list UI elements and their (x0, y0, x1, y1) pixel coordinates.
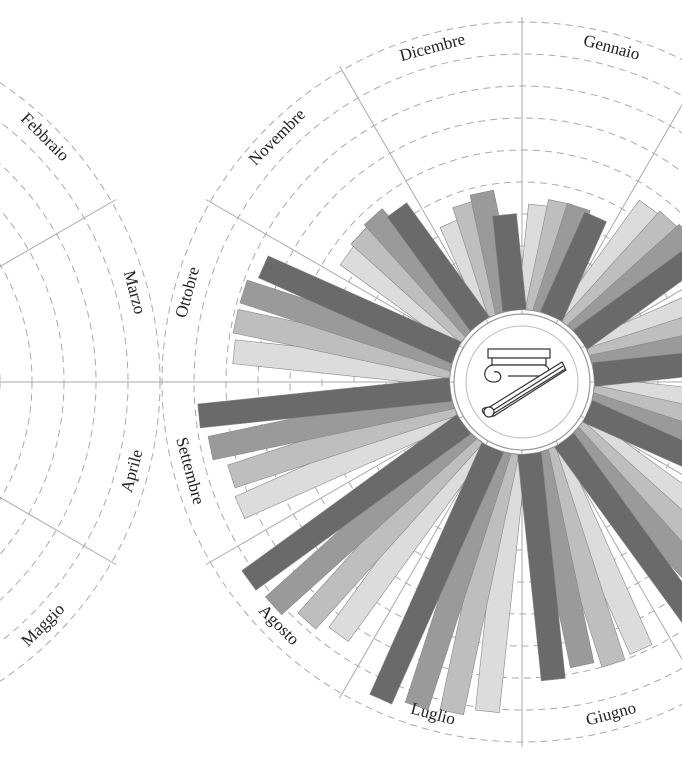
sector-line (0, 496, 117, 565)
bar (517, 452, 566, 682)
bar (572, 243, 682, 350)
bar (241, 414, 472, 591)
month-label: Febbraio (17, 109, 73, 165)
bar (258, 255, 462, 365)
month-label: Settembre (172, 435, 208, 506)
bar (197, 377, 452, 429)
bar (554, 432, 682, 658)
month-label: Marzo (120, 268, 150, 316)
hub-inner (465, 325, 579, 439)
bar (592, 341, 682, 387)
month-label: Novembre (245, 105, 309, 169)
bar (586, 392, 682, 488)
capital-icon (481, 348, 567, 418)
bar (386, 202, 490, 332)
bar (592, 377, 682, 425)
bar-layer (197, 189, 682, 716)
bar (539, 211, 607, 322)
bar (589, 384, 682, 456)
bar (369, 442, 505, 705)
hub (453, 313, 591, 451)
bar (582, 399, 682, 518)
month-label: Maggio (17, 599, 68, 650)
month-label: Ottobre (171, 265, 203, 320)
month-label: Aprile (117, 447, 147, 494)
bar (492, 213, 527, 312)
month-label: Dicembre (397, 29, 467, 65)
sector-line (0, 199, 117, 268)
month-label: Gennaio (581, 31, 642, 64)
